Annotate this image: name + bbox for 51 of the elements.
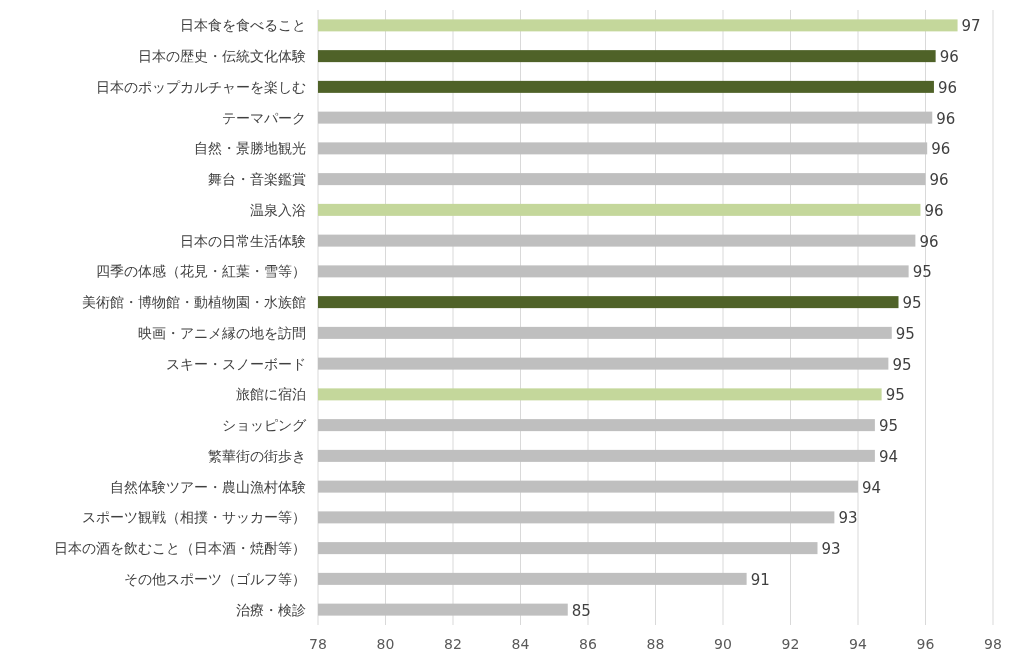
data-label: 96 — [924, 201, 944, 220]
y-tick-label: 日本の歴史・伝統文化体験 — [138, 48, 306, 65]
data-label: 95 — [892, 355, 912, 374]
x-tick-label: 86 — [579, 636, 597, 652]
y-tick-label: 映画・アニメ縁の地を訪問 — [138, 324, 306, 341]
y-tick-label: ショッピング — [222, 417, 307, 434]
data-label: 95 — [885, 386, 905, 405]
y-tick-label: 美術館・博物館・動植物園・水族館 — [82, 294, 306, 311]
x-tick-label: 96 — [916, 636, 935, 652]
data-label: 96 — [931, 140, 951, 159]
data-label: 91 — [750, 570, 770, 589]
y-tick-label: スポーツ観戦（相撲・サッカー等） — [82, 509, 306, 526]
data-label: 95 — [895, 324, 915, 343]
x-tick-label: 80 — [376, 636, 395, 652]
y-tick-label: 旅館に宿泊 — [236, 386, 306, 403]
x-tick-label: 92 — [781, 636, 800, 652]
data-label: 96 — [936, 109, 956, 128]
data-label: 95 — [912, 263, 932, 282]
data-label: 96 — [919, 232, 939, 251]
y-tick-label: 繁華街の街歩き — [208, 447, 306, 464]
data-label: 96 — [939, 48, 959, 67]
x-tick-label: 82 — [444, 636, 462, 652]
y-tick-label: 自然・景勝地観光 — [194, 140, 306, 157]
data-label: 85 — [571, 601, 591, 620]
data-label: 95 — [878, 417, 898, 436]
data-label: 95 — [902, 294, 922, 313]
x-tick-label: 84 — [511, 636, 530, 652]
data-label: 94 — [862, 478, 882, 497]
y-tick-label: 温泉入浴 — [250, 201, 306, 218]
y-tick-label: 治療・検診 — [236, 601, 306, 618]
x-tick-label: 78 — [309, 636, 327, 652]
data-label: 93 — [838, 509, 858, 528]
y-tick-label: 日本の日常生活体験 — [180, 232, 306, 249]
x-tick-label: 94 — [849, 636, 867, 652]
y-tick-label: テーマパーク — [222, 109, 306, 126]
y-tick-label: その他スポーツ（ゴルフ等） — [124, 570, 306, 587]
data-label: 97 — [961, 17, 981, 36]
y-tick-label: 舞台・音楽鑑賞 — [208, 171, 306, 188]
y-tick-label: 自然体験ツアー・農山漁村体験 — [110, 478, 306, 495]
x-tick-label: 98 — [984, 636, 1002, 652]
y-tick-label: 四季の体感（花見・紅葉・雪等） — [96, 263, 306, 280]
y-tick-label: 日本のポップカルチャーを楽しむ — [96, 78, 306, 95]
y-tick-label: 日本食を食べること — [180, 17, 306, 34]
data-label: 96 — [937, 78, 958, 97]
data-label: 96 — [929, 171, 949, 190]
y-tick-label: 日本の酒を飲むこと（日本酒・焼酎等） — [54, 540, 306, 557]
x-tick-label: 90 — [714, 636, 732, 652]
data-label: 93 — [821, 540, 841, 559]
y-tick-label: スキー・スノーボード — [166, 355, 306, 372]
data-label: 94 — [878, 447, 898, 466]
x-tick-label: 88 — [646, 636, 665, 652]
